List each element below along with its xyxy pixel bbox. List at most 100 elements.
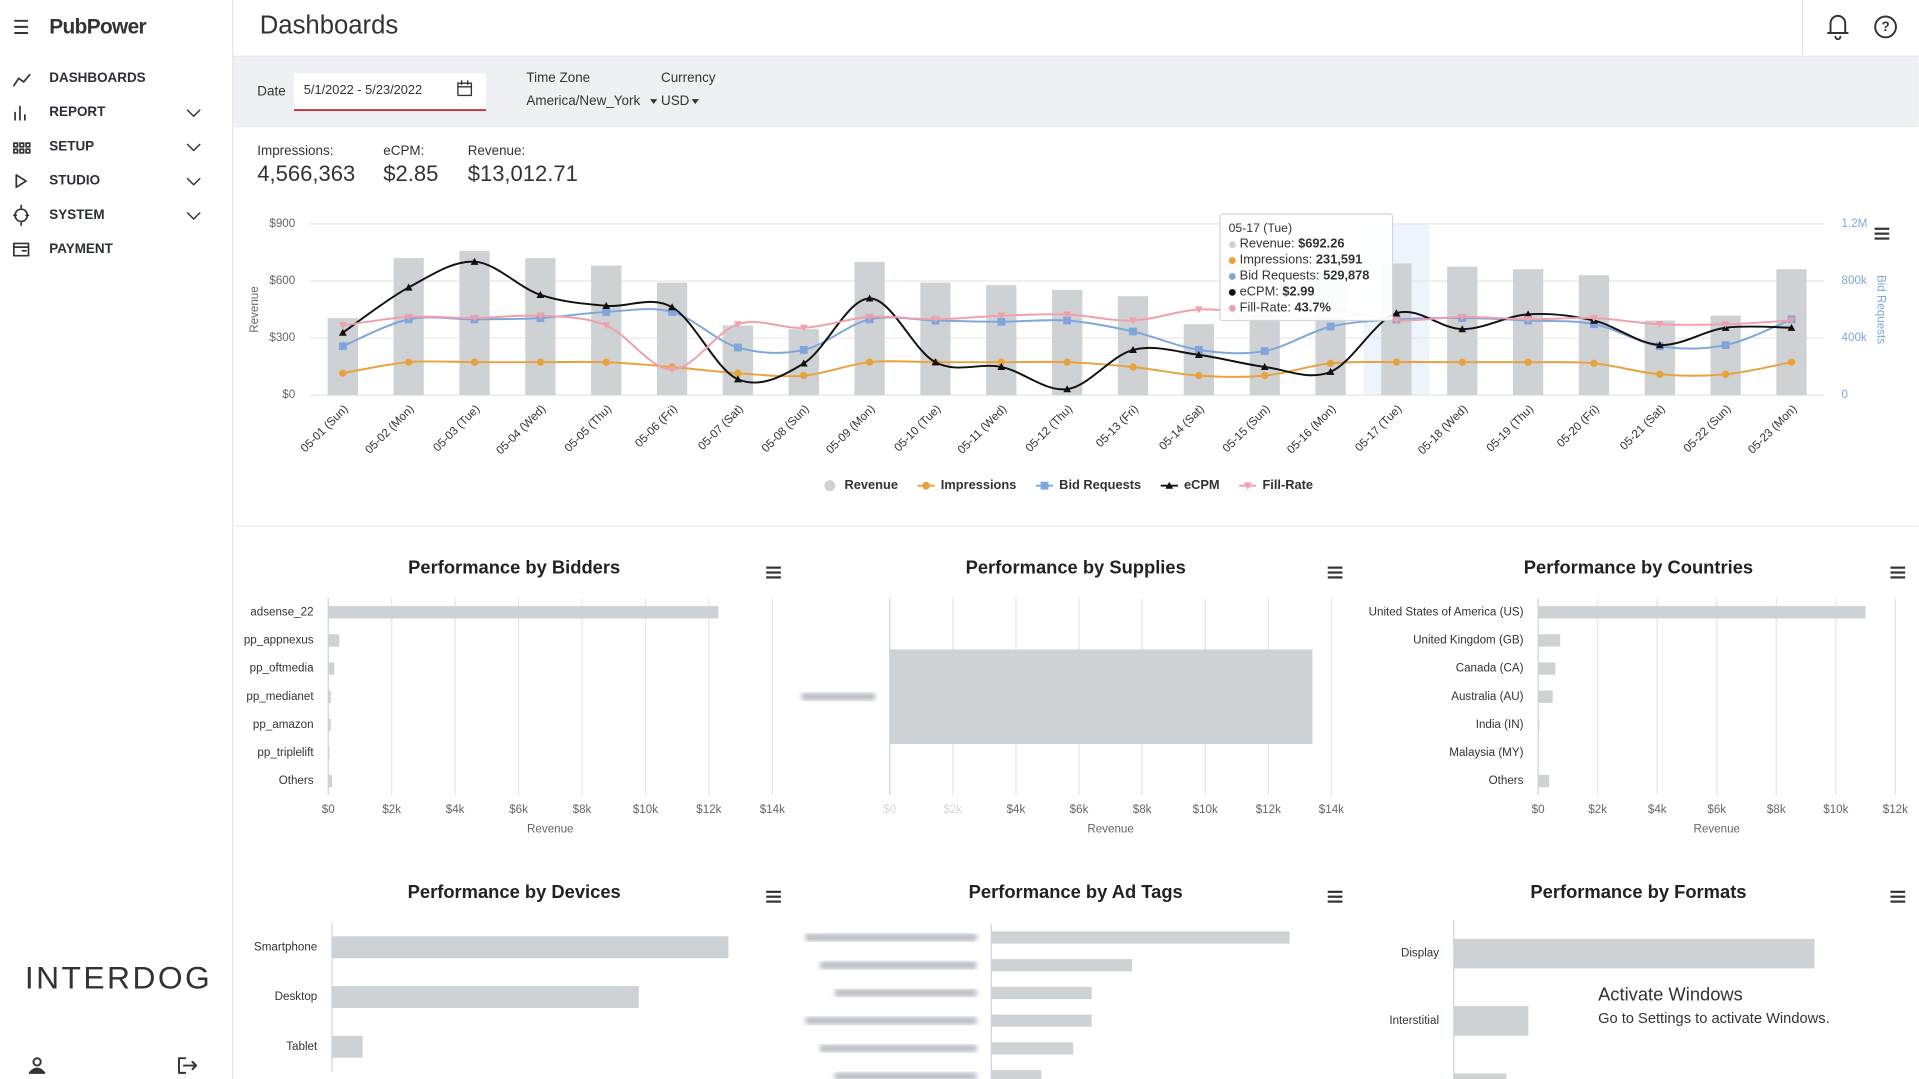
legend-item[interactable]: eCPM	[1160, 477, 1220, 492]
marker	[865, 358, 874, 366]
blurred-label	[820, 1044, 977, 1053]
x-tick-label: $6k	[1707, 803, 1726, 816]
marker	[1194, 306, 1203, 314]
currency-select[interactable]: USD	[661, 93, 690, 108]
marker	[1787, 358, 1796, 366]
x-tick-label: $4k	[446, 803, 465, 816]
y-tick-label: United Kingdom (GB)	[1413, 633, 1523, 646]
legend-item[interactable]: Bid Requests	[1035, 477, 1141, 492]
marker	[922, 481, 931, 490]
marker	[1721, 370, 1730, 378]
filter-bar	[232, 56, 1919, 128]
chart-menu-button[interactable]	[1327, 890, 1343, 903]
bar	[656, 282, 688, 396]
bar	[1578, 275, 1610, 396]
tooltip: 05-17 (Tue)Revenue: $692.26Impressions: …	[1219, 213, 1394, 322]
bar	[991, 1014, 1092, 1027]
bar	[1538, 662, 1556, 675]
chart-title: Performance by Ad Tags	[969, 881, 1183, 902]
blurred-label	[834, 989, 977, 997]
bar	[1453, 1073, 1507, 1079]
chart-menu-button[interactable]	[1890, 890, 1906, 903]
x-tick-label: $10k	[1823, 803, 1848, 816]
marker	[338, 322, 347, 330]
x-tick-label: $0	[883, 803, 896, 816]
hamburger-button[interactable]	[14, 19, 29, 35]
user-button[interactable]	[28, 1057, 46, 1074]
chart-menu-button[interactable]	[1890, 566, 1906, 579]
marker	[1261, 371, 1269, 380]
y-tick-label: Smartphone	[254, 940, 317, 953]
chart-title: Performance by Formats	[1530, 881, 1746, 902]
bar	[854, 261, 885, 396]
notifications-button[interactable]	[1827, 14, 1849, 41]
marker	[1458, 358, 1466, 366]
chart-menu-button[interactable]	[766, 566, 781, 579]
bar	[591, 265, 622, 396]
bar	[393, 258, 424, 396]
brand-logo[interactable]: PubPower	[49, 16, 147, 39]
nav-icon	[12, 142, 31, 154]
marker	[1129, 363, 1137, 371]
legend-item[interactable]: Revenue	[824, 477, 898, 492]
timezone-select[interactable]: America/New_York	[526, 93, 640, 108]
bar	[986, 285, 1017, 396]
nav-item[interactable]: STUDIO	[15, 173, 201, 189]
bar	[331, 986, 639, 1008]
tooltip-dot	[1228, 273, 1236, 280]
x-tick-label: $6k	[509, 803, 528, 816]
x-tick-label: $4k	[1648, 803, 1667, 816]
bar	[1117, 296, 1149, 396]
marker	[997, 363, 1006, 371]
marker	[997, 317, 1006, 326]
marker	[1129, 346, 1137, 354]
marker	[1392, 317, 1401, 325]
logout-button[interactable]	[178, 1057, 198, 1074]
bar	[1538, 774, 1550, 788]
x-tick-label: $2k	[382, 803, 401, 816]
chart-menu-button[interactable]	[766, 890, 781, 903]
marker	[1165, 481, 1174, 489]
legend-item[interactable]: Fill-Rate	[1239, 477, 1313, 492]
marker	[1129, 327, 1137, 336]
help-button[interactable]: ?	[1874, 15, 1897, 39]
tooltip-title: 05-17 (Tue)	[1229, 221, 1292, 235]
marker	[536, 312, 545, 320]
nav-label: PAYMENT	[49, 241, 113, 256]
marker	[1063, 316, 1072, 325]
x-tick-label: $12k	[1256, 803, 1281, 816]
nav-item[interactable]: SYSTEM	[12, 204, 201, 226]
blurred-label	[805, 1017, 977, 1025]
blurred-label	[801, 693, 876, 701]
date-input[interactable]	[293, 73, 487, 111]
marker	[997, 312, 1006, 320]
marker	[733, 343, 742, 352]
nav-item[interactable]: PAYMENT	[12, 241, 114, 257]
marker	[536, 290, 545, 298]
chart-menu-button[interactable]	[1327, 566, 1343, 579]
calendar-button[interactable]	[457, 80, 473, 97]
y-tick-label: adsense_22	[250, 605, 313, 618]
marker	[602, 301, 611, 309]
nav-item[interactable]: DASHBOARDS	[12, 70, 146, 87]
chart-menu-button[interactable]	[1874, 227, 1890, 240]
marker	[931, 316, 940, 324]
x-tick-label: $0	[322, 803, 335, 816]
bar	[1538, 606, 1866, 619]
nav-item[interactable]: SETUP	[12, 138, 201, 154]
legend-item[interactable]: Impressions	[917, 477, 1017, 492]
x-axis-title: Revenue	[1087, 822, 1133, 835]
marker	[824, 480, 836, 492]
y-tick-label: pp_appnexus	[244, 633, 314, 646]
bar	[328, 746, 330, 760]
marker	[1194, 345, 1203, 354]
bar	[525, 258, 556, 396]
marker	[1721, 341, 1730, 349]
marker	[338, 328, 347, 336]
marker	[668, 366, 676, 374]
marker	[799, 345, 808, 354]
blurred-label	[820, 961, 977, 969]
currency-label: Currency	[661, 70, 716, 85]
y-axis-title: Revenue	[248, 286, 261, 332]
nav-item[interactable]: REPORT	[14, 104, 201, 121]
